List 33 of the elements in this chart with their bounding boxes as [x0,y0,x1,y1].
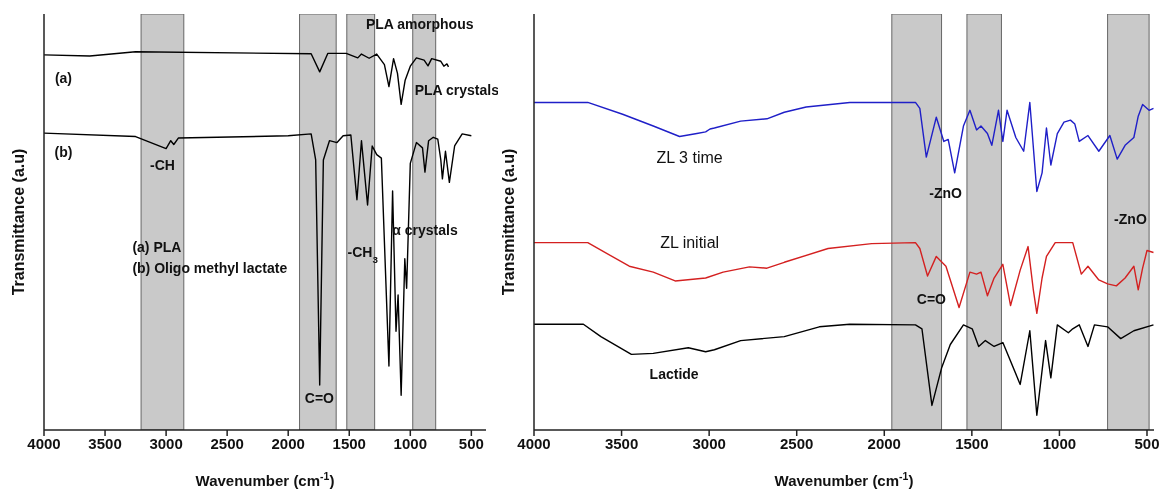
y-axis-title: Transmittance (a.u) [9,148,27,296]
annotation: (b) Oligo methyl lactate [132,259,288,276]
x-tick-label: 3000 [149,434,183,452]
x-tick-label: 3500 [88,434,122,452]
annotation: PLA crystals [414,81,500,98]
x-tick-label: 2000 [271,434,305,452]
band-label: -CH [150,157,175,174]
band-label: -ZnO [1114,210,1147,227]
series-label: Lactide [649,366,699,383]
annotation: (a) PLA [132,238,182,255]
x-tick-label: 4000 [27,434,61,452]
series-label: ZL 3 time [656,148,723,166]
x-tick-label: 1000 [1042,434,1077,452]
band-label: -CH$_{3}$ [347,244,379,265]
x-tick-label: 500 [458,434,484,452]
y-axis-title: Transmittance (a.u) [499,148,517,296]
x-axis-title: Wavenumber (cm$^{-1}$) [774,470,914,489]
x-tick-label: 3500 [604,434,639,452]
band-label: C=O [304,389,335,406]
x-tick-label: 1000 [393,434,427,452]
series-label: (a) [54,70,73,87]
x-tick-label: 2000 [867,434,901,452]
x-tick-label: 3000 [692,434,726,452]
x-tick-label: 1500 [955,434,989,452]
band-label: C=O [916,290,947,307]
x-tick-label: 4000 [517,434,551,452]
x-tick-label: 500 [1134,434,1160,452]
x-axis-title: Wavenumber (cm$^{-1}$) [195,470,335,489]
x-tick-label: 2500 [210,434,244,452]
series-label: (b) [54,144,73,161]
x-tick-label: 2500 [780,434,814,452]
series-label: ZL initial [660,234,720,252]
x-tick-label: 1500 [332,434,366,452]
